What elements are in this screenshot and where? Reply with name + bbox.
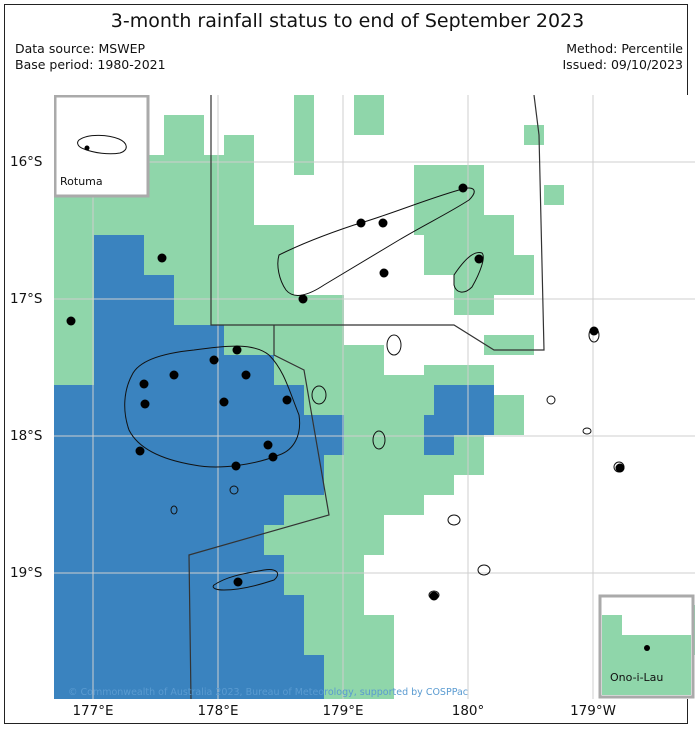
ono-i-lau-inset: Ono-i-Lau — [598, 594, 695, 699]
lon-label-178e: 178°E — [197, 703, 239, 719]
method-text: Method: Percentile — [566, 41, 683, 56]
lon-label-180: 180° — [451, 703, 485, 719]
graticule — [54, 95, 695, 699]
lat-label-16s: 16°S — [10, 154, 43, 170]
rotuma-inset: Rotuma — [54, 95, 150, 198]
lon-label-177e: 177°E — [72, 703, 114, 719]
lat-label-17s: 17°S — [10, 291, 43, 307]
issued-text: Issued: 09/10/2023 — [562, 57, 684, 72]
rainfall-map: Rotuma Ono-i-Lau © Commonwealth of Austr… — [54, 95, 695, 699]
base-period-text: Base period: 1980-2021 — [15, 57, 166, 72]
copyright-text: © Commonwealth of Australia 2023, Bureau… — [68, 687, 468, 698]
meta-right: Method: Percentile Issued: 09/10/2023 — [563, 41, 684, 73]
below-average-rainfall-region — [54, 235, 494, 699]
meta-left: Data source: MSWEP Base period: 1980-202… — [15, 41, 166, 73]
station-markers — [66, 183, 625, 601]
lon-label-179e: 179°E — [322, 703, 364, 719]
ono-i-lau-label: Ono-i-Lau — [610, 671, 663, 684]
lon-label-179w: 179°W — [570, 703, 616, 719]
lat-label-18s: 18°S — [10, 428, 43, 444]
rotuma-label: Rotuma — [60, 175, 103, 188]
map-title: 3-month rainfall status to end of Septem… — [110, 10, 585, 32]
data-source-text: Data source: MSWEP — [15, 41, 146, 56]
lat-label-19s: 19°S — [10, 565, 43, 581]
division-boundaries — [188, 95, 545, 699]
